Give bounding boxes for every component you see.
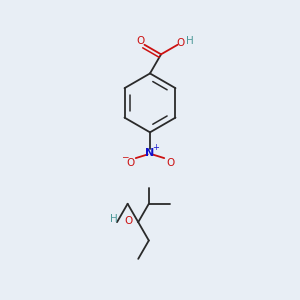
Text: H: H (185, 36, 193, 46)
Text: O: O (137, 36, 145, 46)
Text: −: − (121, 152, 128, 161)
Text: H: H (110, 214, 118, 224)
Text: O: O (124, 216, 132, 226)
Text: O: O (176, 38, 185, 48)
Text: N: N (146, 148, 154, 158)
Text: +: + (152, 142, 159, 152)
Text: O: O (166, 158, 174, 167)
Text: O: O (126, 158, 135, 167)
